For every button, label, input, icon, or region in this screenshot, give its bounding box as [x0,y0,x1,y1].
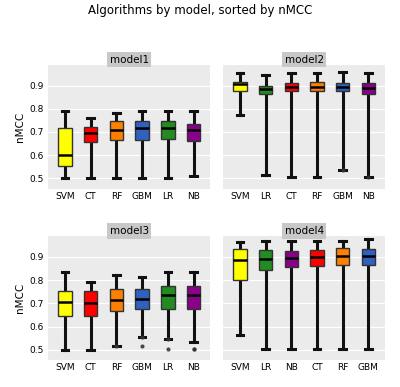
PathPatch shape [362,249,375,265]
PathPatch shape [136,289,149,309]
PathPatch shape [336,83,349,91]
PathPatch shape [110,289,123,312]
PathPatch shape [161,122,174,139]
PathPatch shape [233,249,246,280]
PathPatch shape [187,124,200,141]
Y-axis label: nMCC: nMCC [15,283,25,313]
PathPatch shape [284,83,298,91]
PathPatch shape [310,82,324,91]
PathPatch shape [336,248,349,265]
PathPatch shape [136,122,149,140]
PathPatch shape [362,83,375,94]
PathPatch shape [84,291,98,316]
Text: Algorithms by model, sorted by nMCC: Algorithms by model, sorted by nMCC [88,4,312,17]
PathPatch shape [259,86,272,94]
PathPatch shape [187,286,200,309]
PathPatch shape [310,250,324,266]
PathPatch shape [233,82,246,91]
PathPatch shape [110,122,123,140]
Y-axis label: nMCC: nMCC [15,111,25,142]
PathPatch shape [161,286,174,309]
Title: model3: model3 [110,226,149,236]
PathPatch shape [58,291,72,316]
PathPatch shape [58,128,72,166]
Title: model1: model1 [110,55,149,65]
Title: model4: model4 [284,226,324,236]
Title: model2: model2 [284,55,324,65]
PathPatch shape [259,250,272,270]
PathPatch shape [284,251,298,267]
PathPatch shape [84,127,98,142]
